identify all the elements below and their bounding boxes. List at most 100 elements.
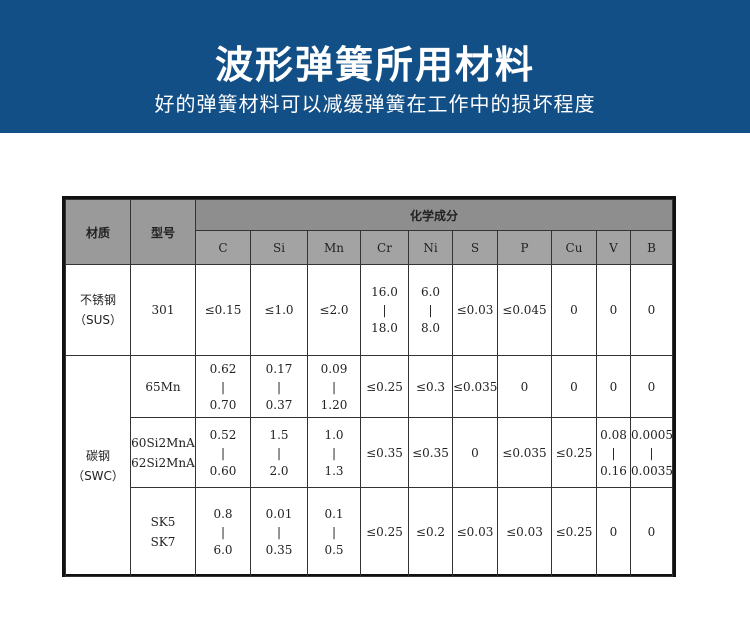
value-cell-s: ≤0.035 [452,355,498,418]
cell-line: ≤0.15 [204,303,242,317]
range-separator: | [428,303,433,317]
cell-line: ≤0.25 [366,379,403,394]
cell-line: 2.0 [269,463,289,478]
value-cell-mn: 0.09 | 1.20 [307,355,361,418]
range-separator: | [220,379,226,394]
range-separator: | [382,303,387,317]
header-element-cu: Cu [551,230,597,265]
value-cell-si: ≤1.0 [250,264,308,356]
cell-line: ≤0.045 [502,303,547,317]
value-cell-c: 0.52 | 0.60 [195,417,251,488]
cell-line: ≤0.35 [412,445,449,460]
cell-line: ≤0.03 [456,303,494,317]
cell-line: 0 [471,445,479,460]
cell-line: 0.35 [265,543,293,557]
cell-line: 0.09 [320,361,348,376]
value-cell-si: 0.01 | 0.35 [250,487,308,577]
value-cell-mn: 0.1 | 0.5 [307,487,361,577]
range-separator: | [220,445,226,460]
range-separator: | [331,445,337,460]
cell-line: 0 [609,379,618,394]
value-cell-cu: ≤0.25 [551,417,597,488]
range-separator: | [649,445,654,460]
value-cell-cr: ≤0.25 [360,355,409,418]
header-element-s: S [452,230,498,265]
header-element-ni: Ni [408,230,453,265]
cell-line: 0.01 [265,507,293,521]
cell-line: 0.08 [600,427,627,442]
model-cell: 301 [130,264,196,356]
cell-line: 0.60 [209,463,237,478]
cell-line: SK5 [150,515,176,529]
value-cell-cr: ≤0.25 [360,487,409,577]
value-cell-v: 0.08 | 0.16 [596,417,631,488]
value-cell-cu: ≤0.25 [551,487,597,577]
value-cell-b: 0.0005 | 0.0035 [630,417,673,488]
cell-line: ≤0.35 [366,445,403,460]
page-subtitle: 好的弹簧材料可以减缓弹簧在工作中的损坏程度 [154,92,596,116]
value-cell-v: 0 [596,264,631,356]
cell-line: 0 [647,525,656,539]
header-element-c: C [195,230,251,265]
value-cell-p: ≤0.035 [497,417,552,488]
value-cell-ni: ≤0.35 [408,417,453,488]
cell-line: 60Si2MnA [131,435,195,450]
header-banner: 波形弹簧所用材料 好的弹簧材料可以减缓弹簧在工作中的损坏程度 [0,0,750,133]
header-element-si: Si [250,230,308,265]
value-cell-cu: 0 [551,355,597,418]
value-cell-p: ≤0.03 [497,487,552,577]
header-material: 材质 [65,199,131,265]
header-element-p: P [497,230,552,265]
cell-line: 0.52 [209,427,237,442]
cell-line: ≤0.25 [366,525,403,539]
material-table: 材质 型号 化学成分 C Si Mn Cr Ni S P Cu V B 不锈钢 （SUS） 301 ≤0… [62,196,676,577]
cell-line: 0.8 [213,507,233,521]
value-cell-c: 0.8 | 6.0 [195,487,251,577]
value-cell-s: ≤0.03 [452,487,498,577]
cell-line: 0.5 [324,543,344,557]
model-cell: SK5 SK7 [130,487,196,577]
model-cell: 60Si2MnA 62Si2MnA [130,417,196,488]
material-cell: 不锈钢 （SUS） [65,264,131,356]
cell-line: 不锈钢 [79,293,116,307]
value-cell-p: 0 [497,355,552,418]
cell-line: ≤2.0 [319,303,349,317]
value-cell-c: 0.62 | 0.70 [195,355,251,418]
value-cell-ni: ≤0.2 [408,487,453,577]
cell-line: 1.5 [269,427,289,442]
cell-line: 0.0035 [631,463,673,478]
value-cell-s: 0 [452,417,498,488]
value-cell-p: ≤0.045 [497,264,552,356]
cell-line: 1.0 [324,427,344,442]
value-cell-v: 0 [596,355,631,418]
cell-line: 301 [151,303,175,317]
range-separator: | [331,525,337,539]
cell-line: 0.1 [324,507,344,521]
cell-line: SK7 [150,535,176,549]
cell-line: ≤0.035 [502,445,547,460]
range-separator: | [276,445,282,460]
cell-line: ≤0.03 [456,525,494,539]
value-cell-b: 0 [630,264,673,356]
range-separator: | [611,445,616,460]
cell-line: 6.0 [213,543,233,557]
cell-line: 0.0005 [631,427,673,442]
cell-line: 0 [570,303,578,317]
cell-line: （SUS） [73,313,123,327]
cell-line: 0 [609,303,618,317]
value-cell-s: ≤0.03 [452,264,498,356]
cell-line: 0 [520,379,529,394]
header-composition: 化学成分 [195,199,673,231]
cell-line: ≤0.03 [506,525,543,539]
header-element-b: B [630,230,673,265]
range-separator: | [276,379,282,394]
header-element-cr: Cr [360,230,409,265]
value-cell-c: ≤0.15 [195,264,251,356]
value-cell-ni: 6.0 | 8.0 [408,264,453,356]
page-title: 波形弹簧所用材料 [214,43,535,87]
value-cell-v: 0 [596,487,631,577]
header-model: 型号 [130,199,196,265]
cell-line: 1.20 [320,397,348,412]
cell-line: ≤0.3 [415,379,446,394]
cell-line: ≤0.25 [555,525,593,539]
